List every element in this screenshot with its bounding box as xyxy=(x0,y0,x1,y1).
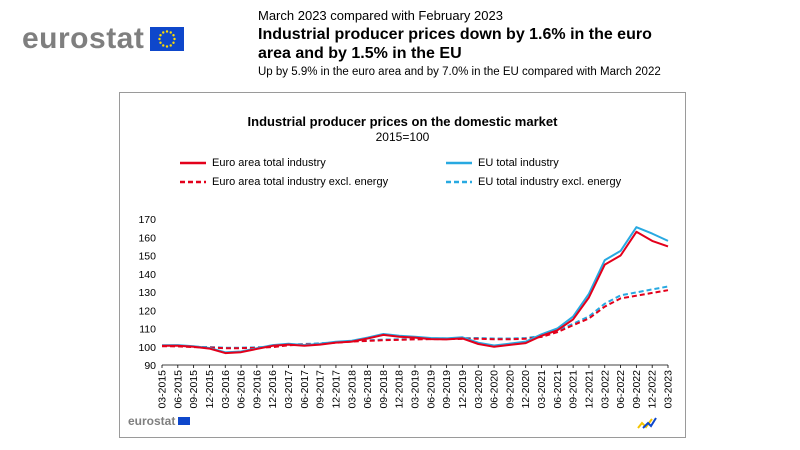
legend-swatch-euro-area xyxy=(180,161,206,165)
x-tick-label: 09-2020 xyxy=(504,370,516,409)
x-tick-label: 09-2021 xyxy=(568,370,580,409)
legend-label: EU total industry xyxy=(478,157,559,169)
release-date-line: March 2023 compared with February 2023 xyxy=(258,8,503,23)
x-tick-label: 03-2017 xyxy=(283,370,295,409)
x-tick-label: 03-2022 xyxy=(599,370,611,409)
y-tick-label: 130 xyxy=(138,287,156,299)
legend-item-eu-excl-energy: EU total industry excl. energy xyxy=(446,176,621,188)
footer-logo: eurostat xyxy=(128,414,191,428)
x-tick-label: 12-2021 xyxy=(583,370,595,409)
x-tick-label: 06-2020 xyxy=(489,370,501,409)
series-line-0 xyxy=(161,230,669,355)
legend-swatch-eu xyxy=(446,161,472,165)
x-tick-label: 06-2018 xyxy=(362,370,374,409)
legend-label: EU total industry excl. energy xyxy=(478,176,622,188)
x-tick-label: 06-2015 xyxy=(172,370,184,409)
chart-title: Industrial producer prices on the domest… xyxy=(247,114,558,129)
flag-star xyxy=(169,31,173,34)
x-tick-label: 09-2019 xyxy=(441,370,453,409)
x-tick-label: 03-2016 xyxy=(220,370,232,409)
legend-item-eu: EU total industry xyxy=(446,157,559,169)
y-tick-label: 110 xyxy=(139,324,156,336)
legend-item-euro-area-excl-energy: Euro area total industry excl. energy xyxy=(180,176,388,188)
x-tick-label: 06-2017 xyxy=(299,370,311,409)
series-line-2 xyxy=(161,289,669,350)
x-tick-label: 09-2015 xyxy=(188,370,200,409)
logo-wordmark: eurostat xyxy=(22,22,145,55)
y-tick-label: 90 xyxy=(144,360,156,372)
y-tick-label: 160 xyxy=(138,232,156,244)
x-tick-label: 12-2020 xyxy=(520,370,532,409)
x-tick-label: 06-2021 xyxy=(552,370,564,409)
x-tick-label: 03-2020 xyxy=(473,370,485,409)
flag-star xyxy=(172,41,176,44)
flag-star xyxy=(173,37,177,41)
flag-star xyxy=(166,30,169,33)
x-tick-label: 09-2018 xyxy=(378,370,390,409)
flag-star xyxy=(158,37,162,41)
legend-swatch-euro-area-excl-energy xyxy=(180,180,206,184)
eurostat-arrow-icon xyxy=(637,417,657,429)
x-tick-label: 06-2016 xyxy=(236,370,248,409)
y-tick-label: 140 xyxy=(138,269,156,281)
eurostat-logo: eurostat xyxy=(22,22,185,55)
y-tick-label: 150 xyxy=(138,251,156,263)
x-tick-label: 12-2017 xyxy=(330,370,342,409)
y-tick-label: 120 xyxy=(138,305,156,317)
line-chart: 90 100 110 120 130 140 150 160 170 03-2015 06-2015… xyxy=(138,214,675,409)
legend-label: Euro area total industry excl. energy xyxy=(212,176,389,188)
flag-star xyxy=(172,34,176,37)
x-tick-label: 09-2016 xyxy=(251,370,263,409)
flag-star xyxy=(166,45,169,48)
legend-item-euro-area: Euro area total industry xyxy=(180,157,326,169)
x-tick-label: 06-2019 xyxy=(425,370,437,409)
flag-star xyxy=(162,31,165,34)
chart-panel: Industrial producer prices on the domest… xyxy=(119,92,686,438)
headline: Industrial producer prices down by 1.6% … xyxy=(258,26,652,62)
x-tick-label: 06-2022 xyxy=(615,370,627,409)
flag-star xyxy=(162,44,165,47)
x-tick-label: 03-2015 xyxy=(157,370,169,409)
x-tick-label: 03-2023 xyxy=(663,370,675,409)
flag-star xyxy=(159,34,163,37)
x-tick-label: 12-2022 xyxy=(647,370,659,409)
y-tick-label: 170 xyxy=(138,214,156,226)
chart-subtitle: 2015=100 xyxy=(375,130,430,144)
y-tick-label: 100 xyxy=(138,342,156,354)
x-tick-label: 03-2018 xyxy=(346,370,358,409)
legend-swatch-eu-excl-energy xyxy=(446,180,472,184)
legend-label: Euro area total industry xyxy=(212,157,326,169)
x-tick-label: 12-2015 xyxy=(204,370,216,409)
x-tick-label: 03-2019 xyxy=(410,370,422,409)
footer-eu-flag-icon xyxy=(178,417,191,425)
footer-wordmark: eurostat xyxy=(128,414,176,428)
x-tick-label: 12-2018 xyxy=(394,370,406,409)
eu-flag-icon xyxy=(150,27,185,51)
x-tick-label: 09-2017 xyxy=(315,370,327,409)
flag-star xyxy=(159,41,163,44)
flag-star xyxy=(169,44,173,47)
sub-headline: Up by 5.9% in the euro area and by 7.0% … xyxy=(258,66,661,78)
press-header: March 2023 compared with February 2023 I… xyxy=(258,8,688,79)
x-tick-label: 03-2021 xyxy=(536,370,548,409)
x-tick-label: 12-2016 xyxy=(267,370,279,409)
x-tick-label: 12-2019 xyxy=(457,370,469,409)
x-tick-label: 09-2022 xyxy=(631,370,643,409)
